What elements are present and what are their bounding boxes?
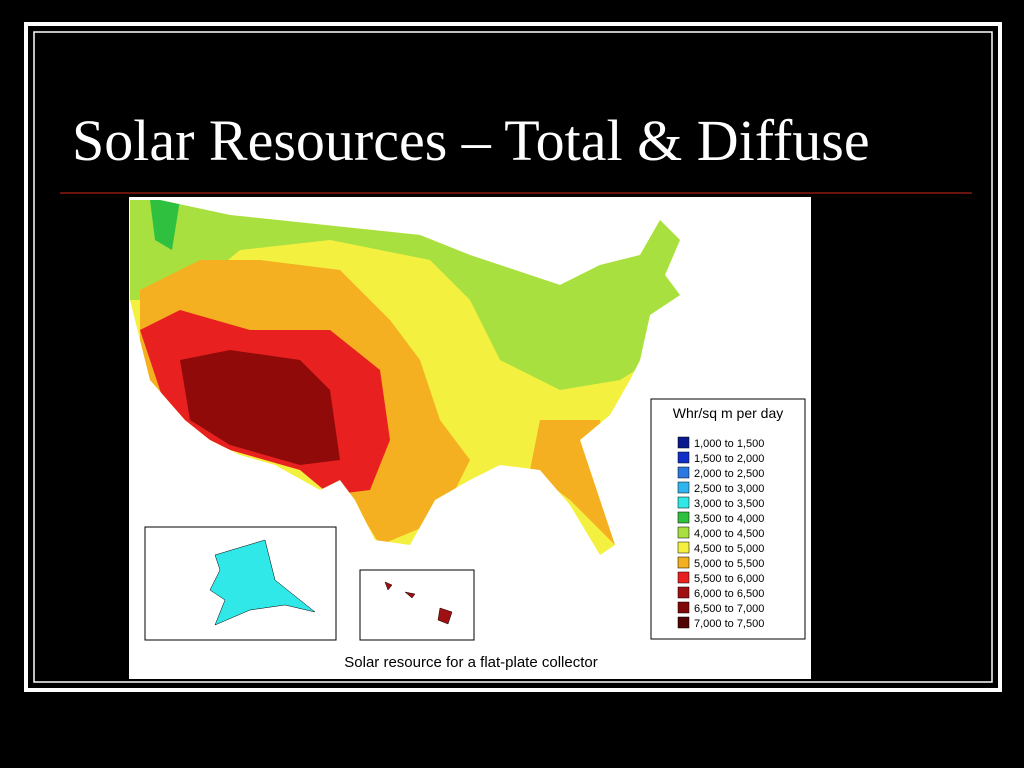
legend-label: 5,000 to 5,500: [694, 558, 764, 570]
alaska: [209, 539, 316, 626]
map-image: Whr/sq m per day 1,000 to 1,500 1,500 to …: [129, 197, 811, 679]
legend-label: 3,500 to 4,000: [694, 513, 764, 525]
legend-label: 2,500 to 3,000: [694, 483, 764, 495]
legend-label: 1,500 to 2,000: [694, 453, 764, 465]
legend-box: [650, 398, 806, 640]
contiguous-us: [130, 200, 680, 555]
legend-label: 7,000 to 7,500: [694, 618, 764, 630]
legend-label: 3,000 to 3,500: [694, 498, 764, 510]
legend-swatch: [677, 481, 690, 494]
legend-label: 5,500 to 6,000: [694, 573, 764, 585]
legend-swatch: [677, 586, 690, 599]
slide-title: Solar Resources – Total & Diffuse: [72, 108, 870, 173]
legend: 1,000 to 1,500 1,500 to 2,000 2,000 to 2,5…: [677, 436, 764, 630]
legend-swatch: [677, 436, 690, 449]
legend-swatch: [677, 496, 690, 509]
legend-label: 6,500 to 7,000: [694, 603, 764, 615]
legend-swatch: [677, 541, 690, 554]
legend-swatch: [677, 451, 690, 464]
inner-border: [33, 31, 993, 683]
legend-swatch: [677, 511, 690, 524]
legend-swatch: [677, 556, 690, 569]
legend-label: 2,000 to 2,500: [694, 468, 764, 480]
legend-title: Whr/sq m per day: [673, 405, 783, 421]
legend-label: 4,000 to 4,500: [694, 528, 764, 540]
legend-swatch: [677, 616, 690, 629]
legend-label: 1,000 to 1,500: [694, 438, 764, 450]
legend-label: 6,000 to 6,500: [694, 588, 764, 600]
hawaii-inset: [359, 569, 475, 641]
map-caption: Solar resource for a flat-plate collecto…: [344, 654, 597, 671]
legend-label: 4,500 to 5,000: [694, 543, 764, 555]
legend-swatch: [677, 601, 690, 614]
legend-swatch: [677, 571, 690, 584]
hawaii: [384, 581, 453, 625]
outer-border: [24, 22, 1002, 692]
legend-swatch: [677, 526, 690, 539]
legend-swatch: [677, 466, 690, 479]
